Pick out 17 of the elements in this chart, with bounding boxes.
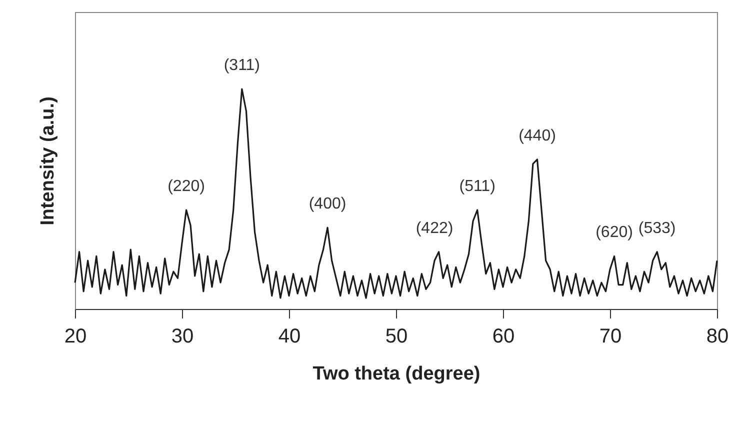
x-tick-label: 30 bbox=[171, 326, 194, 348]
annotation: (620) bbox=[596, 224, 633, 242]
annotation: (422) bbox=[416, 220, 454, 237]
x-tick-label: 50 bbox=[385, 326, 408, 348]
annotation: (511) bbox=[459, 178, 496, 195]
annotation: (400) bbox=[308, 196, 346, 213]
annotation: (440) bbox=[518, 127, 556, 144]
y-axis-title: Intensity (a.u.) bbox=[38, 96, 58, 226]
annotation: (311) bbox=[224, 57, 260, 74]
x-tick-label: 70 bbox=[599, 326, 622, 348]
x-tick-label: 60 bbox=[492, 326, 515, 348]
annotation: (533) bbox=[638, 220, 676, 237]
annotation: (220) bbox=[168, 178, 205, 195]
x-tick-label: 40 bbox=[278, 326, 301, 348]
x-tick-label: 80 bbox=[706, 326, 729, 348]
x-tick-label: 20 bbox=[64, 326, 87, 348]
x-axis-title: Two theta (degree) bbox=[312, 364, 480, 384]
